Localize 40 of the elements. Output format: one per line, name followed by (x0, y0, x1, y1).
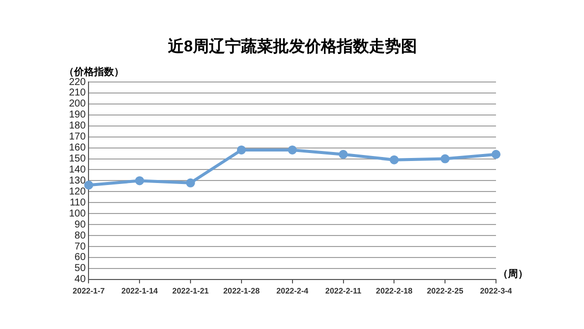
point (186, 178, 196, 188)
y-tick-label: 180 (68, 120, 86, 132)
point (288, 145, 297, 154)
point (135, 176, 144, 186)
chart-title: 近8周辽宁蔬菜批发价格指数走势图 (166, 36, 417, 56)
y-axis-title: （价格指数） (64, 66, 124, 78)
y-tick-label: 100 (68, 208, 86, 220)
x-tick-label: 2022-2-18 (376, 286, 413, 296)
x-tick-label: 2022-1-7 (72, 286, 106, 296)
x-tick-label: 2022-2-11 (325, 286, 362, 296)
y-tick-label: 150 (68, 154, 86, 165)
y-tick-label: 120 (68, 186, 86, 198)
y-tick-label: 170 (68, 132, 86, 143)
y-tick-label: 220 (68, 76, 86, 88)
x-axis-title: （周） (498, 268, 528, 280)
x-tick-label: 2022-1-14 (121, 286, 158, 296)
y-tick-label: 60 (74, 252, 86, 264)
point (390, 155, 399, 164)
x-tick-label: 2022-1-28 (223, 286, 260, 296)
point (440, 154, 450, 164)
x-tick-label: 2022-2-25 (426, 286, 464, 296)
point (492, 150, 500, 159)
y-tick-label: 50 (74, 263, 86, 274)
y-tick-label: 190 (68, 110, 86, 121)
y-tick-label: 70 (74, 241, 86, 252)
y-tick-label: 200 (68, 98, 86, 110)
x-tick-label: 2022-3-4 (480, 286, 513, 296)
point (338, 150, 348, 159)
point (84, 180, 94, 190)
x-tick-label: 2022-2-4 (276, 286, 309, 296)
y-tick-label: 40 (74, 274, 86, 286)
x-tick-label: 2022-1-21 (172, 286, 210, 296)
point (236, 145, 246, 154)
y-tick-label: 140 (68, 164, 86, 176)
y-tick-label: 130 (68, 175, 86, 186)
y-tick-label: 80 (74, 230, 86, 242)
y-tick-label: 90 (74, 219, 86, 230)
y-tick-label: 160 (68, 142, 86, 154)
y-tick-label: 210 (68, 88, 86, 99)
y-tick-label: 110 (70, 197, 86, 208)
